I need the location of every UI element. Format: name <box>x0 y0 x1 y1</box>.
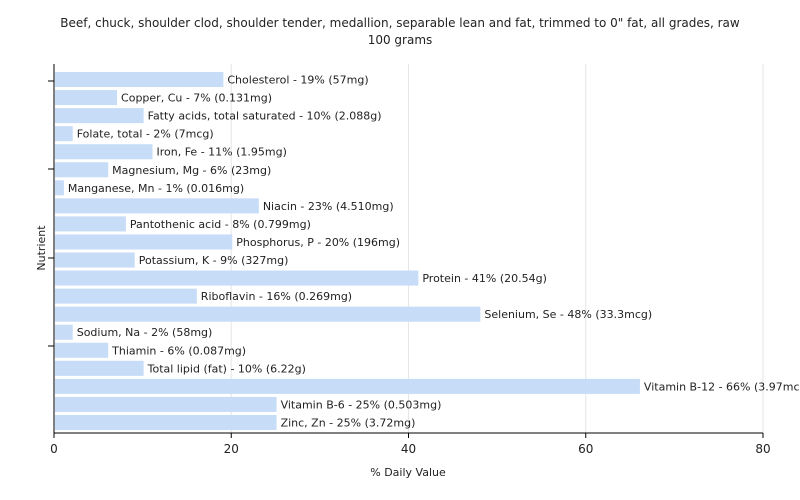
x-tick-label: 80 <box>755 442 770 456</box>
bar <box>55 414 277 430</box>
bar <box>55 306 481 322</box>
x-tick-label: 20 <box>224 442 239 456</box>
bar-label: Total lipid (fat) - 10% (6.22g) <box>147 362 306 375</box>
bar-label: Fatty acids, total saturated - 10% (2.08… <box>148 110 382 123</box>
bars: Cholesterol - 19% (57mg) Copper, Cu - 7% … <box>55 72 800 430</box>
bar-label: Thiamin - 6% (0.087mg) <box>111 344 246 357</box>
bar-label: Selenium, Se - 48% (33.3mcg) <box>484 308 652 321</box>
bar <box>55 342 109 358</box>
chart-title-line-2: 100 grams <box>368 33 433 47</box>
chart-title-line-1: Beef, chuck, shoulder clod, shoulder ten… <box>60 16 740 30</box>
bar-label: Protein - 41% (20.54g) <box>422 272 547 285</box>
bar-label: Magnesium, Mg - 6% (23mg) <box>112 164 271 177</box>
bar <box>55 162 109 178</box>
bar <box>55 72 224 88</box>
bar <box>55 324 73 340</box>
bar <box>55 396 277 412</box>
axes: 0 20 40 60 80 <box>48 64 771 456</box>
bar-label: Zinc, Zn - 25% (3.72mg) <box>281 416 416 429</box>
bar-label: Manganese, Mn - 1% (0.016mg) <box>68 182 244 195</box>
bar <box>55 288 197 304</box>
bar <box>55 270 419 286</box>
y-axis-title: Nutrient <box>35 225 48 271</box>
bar-label: Riboflavin - 16% (0.269mg) <box>201 290 352 303</box>
bar-label: Cholesterol - 19% (57mg) <box>227 74 368 87</box>
bar-label: Vitamin B-6 - 25% (0.503mg) <box>281 398 442 411</box>
bar <box>55 378 640 394</box>
x-tick-label: 0 <box>50 442 58 456</box>
bar <box>55 90 118 106</box>
bar-label: Folate, total - 2% (7mcg) <box>77 128 214 141</box>
bar <box>55 180 64 196</box>
bar <box>55 108 144 124</box>
bar-label: Potassium, K - 9% (327mg) <box>139 254 289 267</box>
bar-label: Phosphorus, P - 20% (196mg) <box>236 236 400 249</box>
bar-label: Copper, Cu - 7% (0.131mg) <box>121 92 272 105</box>
bar-label: Pantothenic acid - 8% (0.799mg) <box>130 218 311 231</box>
bar <box>55 126 73 142</box>
bar <box>55 234 233 250</box>
x-tick-label: 40 <box>401 442 416 456</box>
bar-label: Niacin - 23% (4.510mg) <box>263 200 394 213</box>
bar <box>55 198 259 214</box>
bar <box>55 360 144 376</box>
bar <box>55 144 153 160</box>
bar <box>55 216 126 232</box>
bar <box>55 252 135 268</box>
bar-label: Sodium, Na - 2% (58mg) <box>77 326 213 339</box>
bar-label: Vitamin B-12 - 66% (3.97mcg) <box>644 380 800 393</box>
x-axis-title: % Daily Value <box>370 466 446 479</box>
bar-label: Iron, Fe - 11% (1.95mg) <box>156 146 286 159</box>
x-tick-label: 60 <box>578 442 593 456</box>
